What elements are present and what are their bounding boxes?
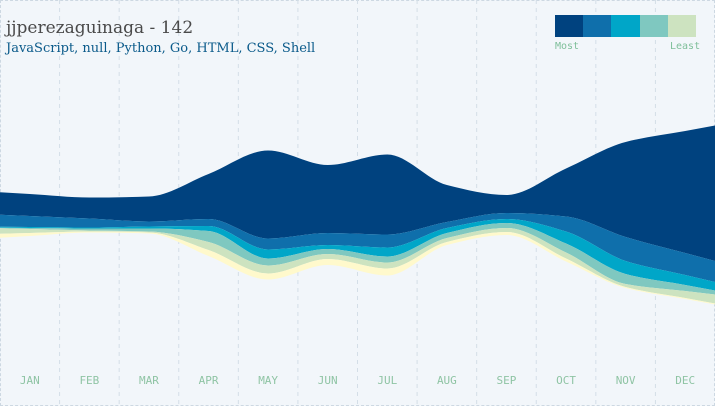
month-label: SEP <box>497 374 517 387</box>
month-label: NOV <box>616 374 636 387</box>
stream-layer-1 <box>0 125 715 261</box>
legend-least-label: Least <box>670 41 701 52</box>
month-label: JUL <box>377 374 397 387</box>
month-label: OCT <box>556 374 576 387</box>
legend-swatch <box>555 15 584 37</box>
month-label: JUN <box>318 374 338 387</box>
color-legend <box>555 15 696 37</box>
legend-swatch <box>583 15 612 37</box>
month-label: FEB <box>79 374 99 387</box>
legend-swatch <box>667 15 696 37</box>
month-label: JAN <box>20 374 40 387</box>
month-label: DEC <box>675 374 695 387</box>
language-list: JavaScript, null, Python, Go, HTML, CSS,… <box>6 41 316 56</box>
chart-title: jjperezaguinaga - 142 <box>6 18 194 38</box>
month-label: APR <box>199 374 219 387</box>
month-label: MAR <box>139 374 159 387</box>
stream-layer-2 <box>0 213 715 282</box>
stream-layer-6 <box>0 231 715 305</box>
legend-swatch <box>639 15 668 37</box>
month-label: MAY <box>258 374 278 387</box>
month-label: AUG <box>437 374 457 387</box>
legend-swatch <box>611 15 640 37</box>
legend-most-label: Most <box>555 41 580 52</box>
